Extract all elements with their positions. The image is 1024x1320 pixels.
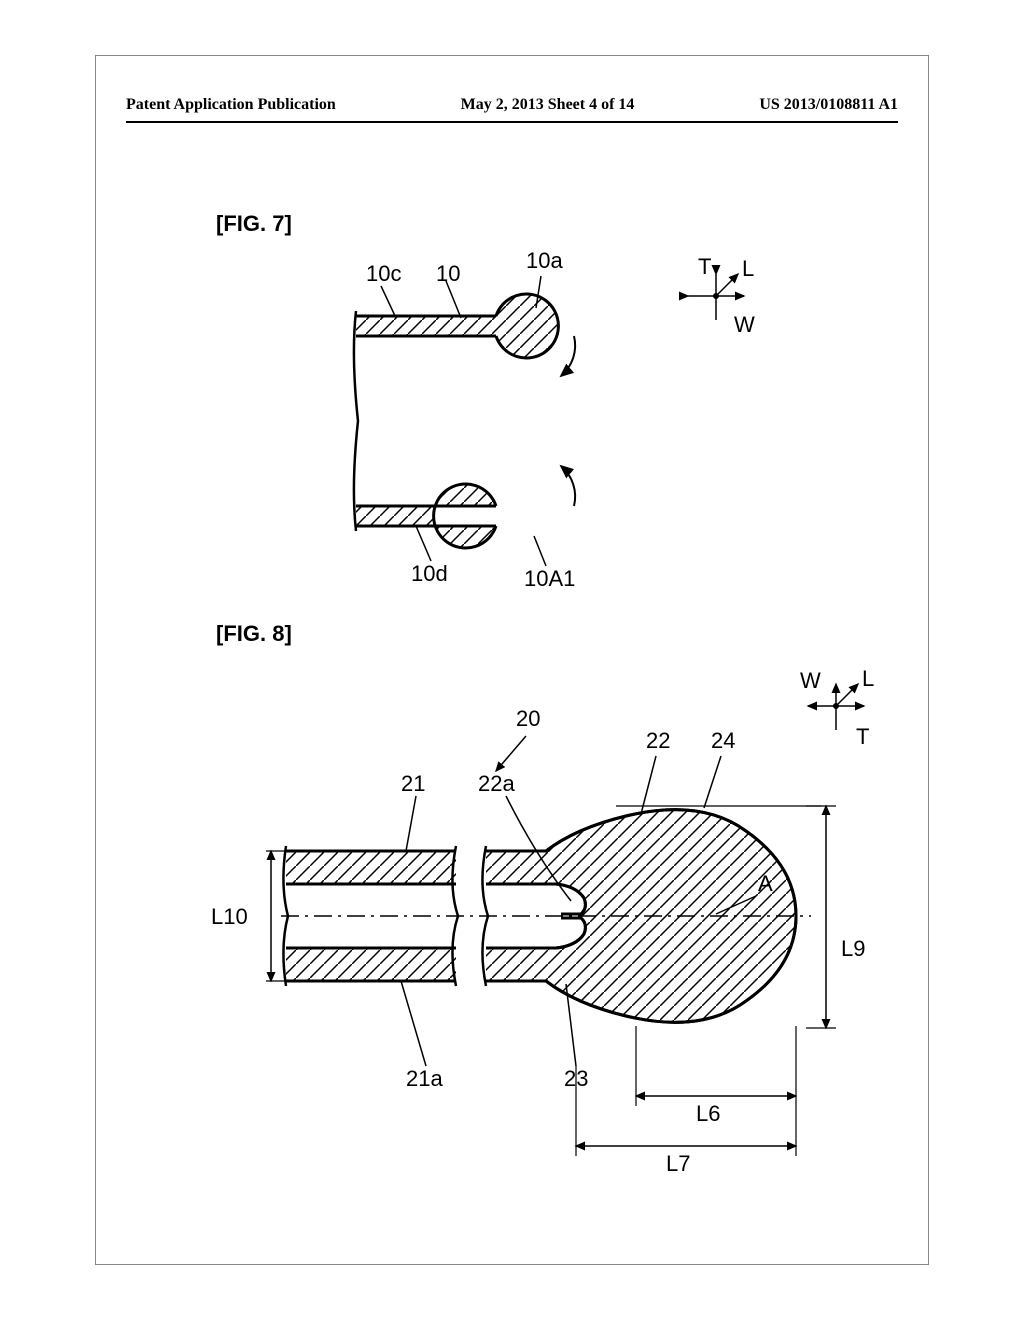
ref-10d: 10d	[411, 561, 448, 586]
header-rule	[126, 121, 898, 123]
fig7-label: [FIG. 7]	[216, 211, 292, 237]
ref-L7: L7	[666, 1151, 690, 1176]
fig8-label: [FIG. 8]	[216, 621, 292, 647]
axis-t8: T	[856, 724, 869, 749]
header-center: May 2, 2013 Sheet 4 of 14	[461, 96, 635, 114]
ref-10: 10	[436, 261, 460, 286]
ref-22a: 22a	[478, 771, 515, 796]
header-left: Patent Application Publication	[126, 96, 336, 114]
ref-22: 22	[646, 728, 670, 753]
header-right: US 2013/0108811 A1	[759, 96, 898, 114]
ref-10c: 10c	[366, 261, 401, 286]
ref-20: 20	[516, 706, 540, 731]
ref-10a: 10a	[526, 248, 563, 273]
page-frame: Patent Application Publication May 2, 20…	[95, 55, 929, 1265]
ref-L9: L9	[841, 936, 865, 961]
fig8-diagram: 20 21 22a 22 24 21a 23 A	[156, 656, 896, 1196]
axis-t: T	[698, 254, 711, 279]
ref-A: A	[758, 871, 773, 896]
ref-L6: L6	[696, 1101, 720, 1126]
axis-l: L	[742, 256, 754, 281]
ref-10A1: 10A1	[524, 566, 575, 591]
axis-l8: L	[862, 666, 874, 691]
header: Patent Application Publication May 2, 20…	[126, 96, 898, 114]
fig7-diagram: 10c 10 10a 10d 10A1 T L	[296, 236, 816, 596]
ref-24: 24	[711, 728, 735, 753]
axis-w: W	[734, 312, 755, 337]
ref-21a: 21a	[406, 1066, 443, 1091]
axis-w8: W	[800, 668, 821, 693]
ref-L10: L10	[211, 904, 248, 929]
ref-21: 21	[401, 771, 425, 796]
